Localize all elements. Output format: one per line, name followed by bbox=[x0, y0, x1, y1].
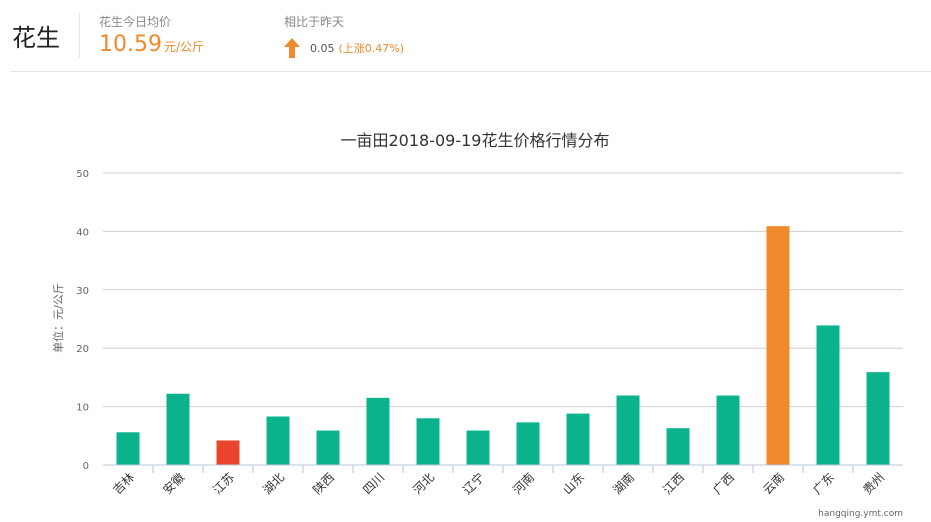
bar-7[interactable] bbox=[416, 418, 440, 465]
bar-13[interactable] bbox=[716, 395, 740, 465]
compare-label: 相比于昨天 bbox=[284, 15, 345, 29]
price-header: 花生 花生今日均价 10.59 元/公斤 相比于昨天 0.05 (上涨0.47%) bbox=[0, 0, 931, 72]
x-tick-label: 江西 bbox=[660, 470, 687, 497]
x-tick-label: 广东 bbox=[810, 470, 837, 497]
x-tick-label: 云南 bbox=[760, 470, 788, 498]
arrow-up-icon bbox=[284, 38, 300, 58]
chart-title: 一亩田2018-09-19花生价格行情分布 bbox=[341, 131, 610, 150]
x-tick-label: 吉林 bbox=[110, 470, 137, 497]
y-tick-label: 40 bbox=[76, 227, 89, 238]
bar-10[interactable] bbox=[566, 413, 590, 465]
y-tick-label: 20 bbox=[76, 344, 89, 355]
avg-price-label: 花生今日均价 bbox=[99, 15, 172, 29]
y-axis-label: 单位：元/公斤 bbox=[51, 283, 65, 353]
y-tick-label: 50 bbox=[76, 169, 89, 180]
x-axis: 吉林 安徽 江苏 湖北 陕西 四川 河北 辽宁 河南 山东 湖南 江西 广西 云南 广东 贵州 bbox=[103, 464, 903, 498]
bar-16[interactable] bbox=[866, 372, 890, 465]
bar-1[interactable] bbox=[116, 432, 140, 465]
avg-price-value: 10.59 bbox=[99, 32, 162, 57]
change-percent: (上涨0.47%) bbox=[338, 42, 405, 55]
bar-8[interactable] bbox=[466, 430, 490, 465]
change-row: 0.05 (上涨0.47%) bbox=[284, 38, 404, 58]
bar-9[interactable] bbox=[516, 422, 540, 465]
x-tick-label: 四川 bbox=[360, 470, 387, 497]
x-tick-label: 广西 bbox=[710, 470, 737, 497]
y-axis-ticks: 0 10 20 30 40 50 bbox=[76, 169, 89, 472]
bar-2[interactable] bbox=[166, 393, 190, 465]
y-tick-label: 30 bbox=[76, 286, 89, 297]
bar-4[interactable] bbox=[266, 416, 290, 465]
x-tick-label: 贵州 bbox=[860, 470, 887, 497]
x-tick-label: 湖南 bbox=[610, 470, 638, 498]
change-value: 0.05 bbox=[310, 41, 335, 55]
avg-price-unit: 元/公斤 bbox=[163, 40, 205, 54]
bar-11[interactable] bbox=[616, 395, 640, 465]
x-tick-label: 河南 bbox=[510, 470, 538, 498]
bars bbox=[116, 226, 890, 465]
x-tick-label: 江苏 bbox=[210, 470, 237, 497]
bar-15[interactable] bbox=[816, 325, 840, 465]
header-bottom-divider bbox=[10, 71, 931, 72]
x-tick-label: 安徽 bbox=[160, 470, 188, 498]
bar-6[interactable] bbox=[366, 397, 390, 465]
watermark: hangqing.ymt.com bbox=[818, 509, 903, 519]
bar-14[interactable] bbox=[766, 226, 790, 465]
bar-12[interactable] bbox=[666, 428, 690, 465]
x-tick-label: 陕西 bbox=[310, 470, 338, 498]
bar-5[interactable] bbox=[316, 430, 340, 465]
x-tick-label: 湖北 bbox=[260, 470, 288, 498]
bar-3[interactable] bbox=[216, 440, 240, 465]
header-divider bbox=[79, 12, 80, 58]
y-tick-label: 0 bbox=[83, 461, 89, 472]
avg-price: 10.59 元/公斤 bbox=[99, 32, 204, 57]
x-tick-label: 山东 bbox=[560, 470, 587, 497]
x-tick-label: 河北 bbox=[410, 470, 437, 497]
product-name: 花生 bbox=[12, 24, 60, 52]
y-tick-label: 10 bbox=[76, 403, 89, 414]
x-tick-label: 辽宁 bbox=[460, 470, 488, 498]
